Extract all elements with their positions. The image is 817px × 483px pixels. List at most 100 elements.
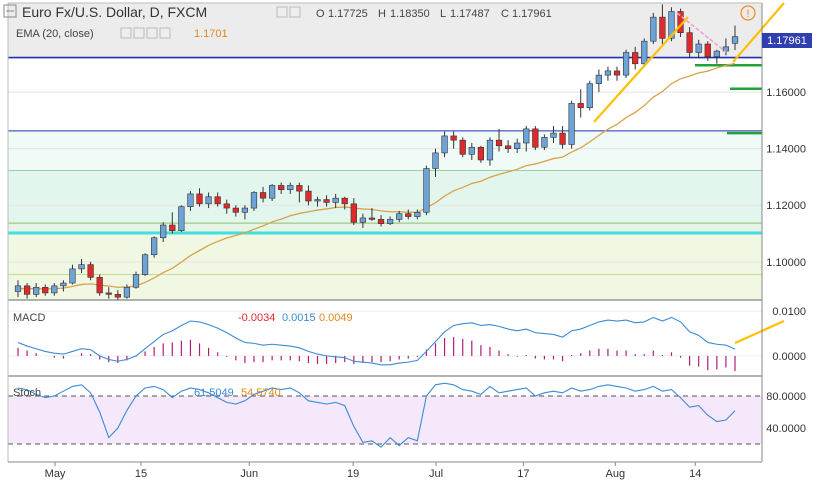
ohlc-o-label: O bbox=[316, 8, 325, 20]
chart-title: Euro Fx/U.S. Dollar, D, FXCM bbox=[22, 4, 207, 20]
candle-body bbox=[396, 213, 403, 220]
candle-body bbox=[96, 277, 103, 294]
macd-trend-line bbox=[734, 319, 785, 345]
eye-icon[interactable] bbox=[276, 6, 288, 18]
stoch-pane bbox=[8, 375, 762, 460]
x-tick-label: May bbox=[45, 468, 66, 480]
candle-body bbox=[695, 43, 702, 53]
price-tick-label: 1.10000 bbox=[766, 257, 806, 269]
exclamation-circle-icon[interactable] bbox=[740, 5, 756, 21]
ohlc-c-label: C bbox=[501, 8, 509, 20]
stoch-line bbox=[17, 382, 736, 448]
candle-body bbox=[51, 285, 58, 294]
candle-body bbox=[296, 185, 303, 192]
candle-body bbox=[577, 103, 584, 108]
candle-body bbox=[196, 193, 203, 205]
candles-group bbox=[14, 4, 739, 302]
close-icon[interactable] bbox=[159, 27, 171, 39]
candle-body bbox=[468, 146, 475, 155]
candle-body bbox=[350, 203, 357, 223]
gear-icon[interactable] bbox=[133, 27, 145, 39]
candle-body bbox=[495, 139, 503, 147]
axes: 1.16000 1.14000 1.12000 1.10000 0.0100 0.0000… bbox=[7, 2, 806, 480]
ohlc-h-label: H bbox=[378, 8, 386, 20]
candle-body bbox=[368, 217, 376, 220]
ema-value: 1.1701 bbox=[194, 28, 228, 40]
macd-tick-label: 0.0000 bbox=[772, 351, 806, 363]
candle-body bbox=[659, 16, 666, 39]
candle-body bbox=[450, 135, 457, 141]
candle-body bbox=[205, 196, 212, 205]
x-tick-label: 19 bbox=[347, 468, 359, 480]
candle-body bbox=[323, 199, 330, 203]
candle-body bbox=[532, 128, 539, 148]
candle-body bbox=[632, 52, 639, 65]
candle-body bbox=[269, 185, 276, 199]
candle-body bbox=[78, 264, 85, 270]
price-tick-label: 1.12000 bbox=[766, 200, 806, 212]
macd-value-3: 0.0049 bbox=[319, 312, 353, 324]
gear-icon[interactable] bbox=[289, 6, 301, 18]
candle-body bbox=[359, 217, 366, 223]
candle-body bbox=[151, 237, 158, 256]
candle-body bbox=[332, 197, 339, 203]
candle-body bbox=[123, 286, 131, 298]
trendlines bbox=[593, 2, 785, 123]
candle-body bbox=[568, 103, 575, 145]
settings-icons[interactable] bbox=[276, 6, 301, 18]
macd-label: MACD bbox=[13, 312, 45, 324]
stoch-header: Stoch 61.5049 54.5740 bbox=[13, 387, 281, 399]
stoch-tick-label: 80.0000 bbox=[766, 391, 806, 403]
copy-icon[interactable] bbox=[146, 27, 158, 39]
x-tick-label: Jul bbox=[429, 468, 443, 480]
candle-body bbox=[114, 294, 121, 298]
ema-settings-icons[interactable] bbox=[120, 27, 171, 39]
candle-body bbox=[595, 74, 602, 84]
candle-body bbox=[514, 142, 521, 149]
candle-body bbox=[341, 197, 348, 205]
last-price-value: 1.17961 bbox=[767, 35, 807, 47]
stoch-value-1: 61.5049 bbox=[194, 387, 234, 399]
ohlc-c-value: 1.17961 bbox=[512, 8, 552, 20]
candle-body bbox=[550, 132, 557, 138]
x-tick-label: 14 bbox=[689, 468, 701, 480]
macd-tick-label: 0.0100 bbox=[772, 306, 806, 318]
x-tick-label: Aug bbox=[606, 468, 626, 480]
macd-value-1: -0.0034 bbox=[238, 312, 275, 324]
stoch-tick-label: 40.0000 bbox=[766, 423, 806, 435]
price-pane bbox=[8, 3, 762, 300]
macd-header: MACD -0.0034 0.0015 0.0049 bbox=[13, 312, 353, 324]
candle-body bbox=[223, 203, 230, 209]
macd-bg bbox=[8, 300, 762, 376]
candle-body bbox=[704, 43, 711, 58]
candle-body bbox=[441, 135, 448, 154]
candle-body bbox=[459, 139, 466, 155]
candle-body bbox=[87, 264, 94, 278]
stoch-value-2: 54.5740 bbox=[241, 387, 281, 399]
candle-body bbox=[650, 16, 657, 42]
candle-body bbox=[405, 213, 412, 217]
candle-body bbox=[713, 50, 720, 58]
candle-body bbox=[641, 40, 648, 65]
x-tick-label: 17 bbox=[517, 468, 529, 480]
range-band-light bbox=[8, 130, 762, 171]
candle-body bbox=[160, 224, 167, 239]
candle-body bbox=[259, 192, 267, 199]
candle-body bbox=[432, 152, 439, 169]
macd-value-2: 0.0015 bbox=[282, 312, 316, 324]
candle-body bbox=[232, 207, 239, 213]
candle-body bbox=[604, 70, 612, 76]
candle-body bbox=[14, 285, 22, 292]
x-tick-label: 15 bbox=[135, 468, 147, 480]
eye-icon[interactable] bbox=[120, 27, 132, 39]
candle-body bbox=[559, 132, 566, 145]
candle-body bbox=[586, 83, 593, 108]
candle-body bbox=[414, 212, 421, 217]
candle-body bbox=[169, 224, 176, 232]
uptrend-line bbox=[593, 16, 689, 123]
ohlc-o-value: 1.17725 bbox=[328, 8, 368, 20]
collapse-icon[interactable] bbox=[3, 4, 17, 18]
candle-body bbox=[314, 199, 321, 202]
candle-body bbox=[42, 286, 49, 294]
